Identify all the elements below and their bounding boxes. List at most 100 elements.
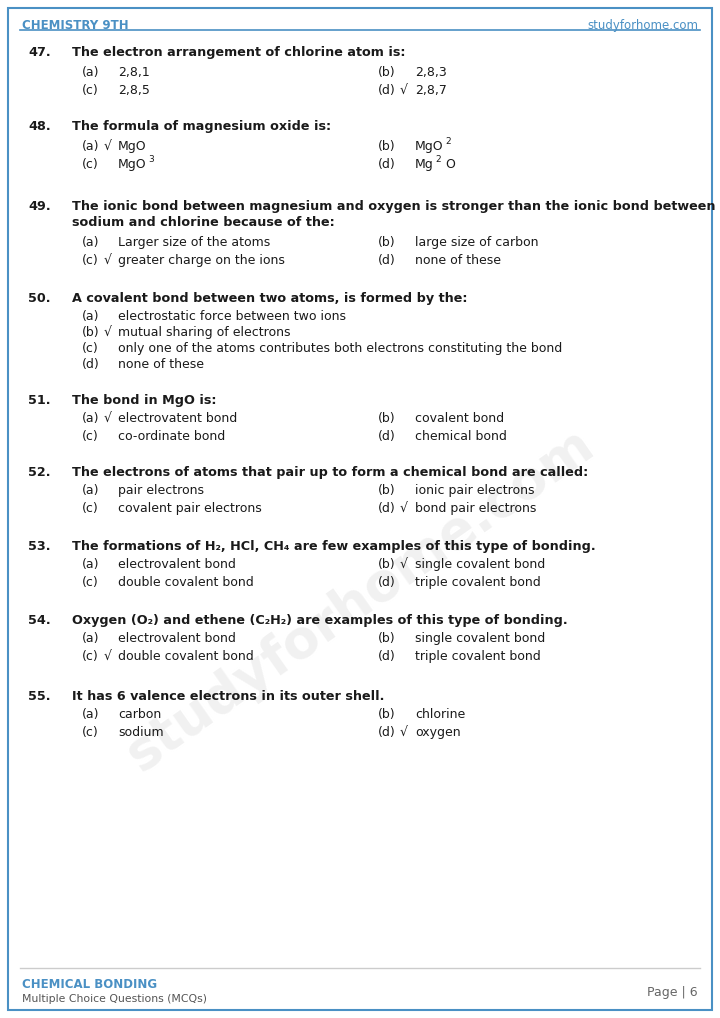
Text: 2: 2 [445,137,451,146]
Text: bond pair electrons: bond pair electrons [415,502,536,515]
Text: ionic pair electrons: ionic pair electrons [415,484,534,497]
Text: 2,8,3: 2,8,3 [415,66,446,79]
Text: (d): (d) [378,726,396,739]
Text: (b): (b) [378,236,395,249]
Text: single covalent bond: single covalent bond [415,558,545,571]
Text: Page | 6: Page | 6 [647,986,698,999]
Text: (a): (a) [82,632,99,645]
Text: co-ordinate bond: co-ordinate bond [118,430,225,443]
Text: 47.: 47. [28,46,50,59]
Text: A covalent bond between two atoms, is formed by the:: A covalent bond between two atoms, is fo… [72,292,467,305]
Text: CHEMISTRY 9TH: CHEMISTRY 9TH [22,19,129,32]
Text: The formations of H₂, HCl, CH₄ are few examples of this type of bonding.: The formations of H₂, HCl, CH₄ are few e… [72,540,595,553]
Text: oxygen: oxygen [415,726,461,739]
Text: (d): (d) [378,651,396,663]
Text: 2: 2 [435,155,441,164]
Text: The electron arrangement of chlorine atom is:: The electron arrangement of chlorine ato… [72,46,405,59]
Text: Larger size of the atoms: Larger size of the atoms [118,236,270,249]
Text: (d): (d) [378,430,396,443]
Text: studyforhome.com: studyforhome.com [587,19,698,32]
Text: CHEMICAL BONDING: CHEMICAL BONDING [22,978,157,991]
Text: √: √ [400,726,408,739]
Text: pair electrons: pair electrons [118,484,204,497]
Text: (d): (d) [378,576,396,589]
Text: chemical bond: chemical bond [415,430,507,443]
Text: mutual sharing of electrons: mutual sharing of electrons [118,326,290,339]
Text: (a): (a) [82,558,99,571]
Text: (a): (a) [82,140,99,153]
Text: MgO: MgO [118,140,147,153]
Text: sodium: sodium [118,726,163,739]
Text: (b): (b) [378,140,395,153]
Text: 52.: 52. [28,466,50,479]
Text: covalent pair electrons: covalent pair electrons [118,502,262,515]
Text: (c): (c) [82,651,99,663]
Text: 54.: 54. [28,614,50,627]
Text: √: √ [104,651,112,663]
Text: covalent bond: covalent bond [415,412,504,425]
Text: triple covalent bond: triple covalent bond [415,651,541,663]
Text: 48.: 48. [28,120,50,133]
Text: carbon: carbon [118,708,161,721]
Text: (b): (b) [82,326,99,339]
Text: none of these: none of these [118,358,204,371]
Text: Oxygen (O₂) and ethene (C₂H₂) are examples of this type of bonding.: Oxygen (O₂) and ethene (C₂H₂) are exampl… [72,614,567,627]
Text: double covalent bond: double covalent bond [118,651,253,663]
Text: double covalent bond: double covalent bond [118,576,253,589]
Text: 2,8,7: 2,8,7 [415,84,447,97]
Text: Multiple Choice Questions (MCQs): Multiple Choice Questions (MCQs) [22,994,207,1004]
Text: (c): (c) [82,158,99,171]
Text: 2,8,5: 2,8,5 [118,84,150,97]
Text: (c): (c) [82,254,99,267]
Text: (a): (a) [82,484,99,497]
Text: √: √ [400,502,408,515]
Text: (d): (d) [378,84,396,97]
Text: 55.: 55. [28,690,50,703]
Text: (c): (c) [82,342,99,355]
Text: (b): (b) [378,632,395,645]
Text: (c): (c) [82,576,99,589]
Text: large size of carbon: large size of carbon [415,236,539,249]
Text: (c): (c) [82,726,99,739]
Text: (a): (a) [82,708,99,721]
Text: (b): (b) [378,484,395,497]
Text: sodium and chlorine because of the:: sodium and chlorine because of the: [72,216,335,229]
Text: (a): (a) [82,236,99,249]
Text: (a): (a) [82,412,99,425]
Text: electrovalent bond: electrovalent bond [118,632,236,645]
Text: The ionic bond between magnesium and oxygen is stronger than the ionic bond betw: The ionic bond between magnesium and oxy… [72,200,716,213]
Text: (a): (a) [82,310,99,323]
Text: √: √ [104,254,112,267]
Text: 50.: 50. [28,292,50,305]
Text: 2,8,1: 2,8,1 [118,66,150,79]
Text: (d): (d) [378,254,396,267]
Text: studyforhome.com: studyforhome.com [117,418,603,782]
Text: (a): (a) [82,66,99,79]
Text: The bond in MgO is:: The bond in MgO is: [72,394,217,407]
Text: (b): (b) [378,66,395,79]
Text: (d): (d) [378,502,396,515]
Text: Mg: Mg [415,158,433,171]
Text: 3: 3 [148,155,154,164]
Text: electrovatent bond: electrovatent bond [118,412,238,425]
Text: electrostatic force between two ions: electrostatic force between two ions [118,310,346,323]
Text: It has 6 valence electrons in its outer shell.: It has 6 valence electrons in its outer … [72,690,384,703]
Text: electrovalent bond: electrovalent bond [118,558,236,571]
Text: √: √ [104,326,112,339]
Text: MgO: MgO [118,158,147,171]
Text: The formula of magnesium oxide is:: The formula of magnesium oxide is: [72,120,331,133]
Text: (c): (c) [82,430,99,443]
Text: 51.: 51. [28,394,50,407]
Text: (b): (b) [378,558,395,571]
Text: √: √ [104,140,112,153]
Text: 53.: 53. [28,540,50,553]
Text: greater charge on the ions: greater charge on the ions [118,254,285,267]
Text: √: √ [104,412,112,425]
Text: O: O [445,158,455,171]
Text: (d): (d) [82,358,100,371]
Text: 49.: 49. [28,200,50,213]
Text: √: √ [400,558,408,571]
Text: (d): (d) [378,158,396,171]
Text: none of these: none of these [415,254,501,267]
Text: (b): (b) [378,708,395,721]
